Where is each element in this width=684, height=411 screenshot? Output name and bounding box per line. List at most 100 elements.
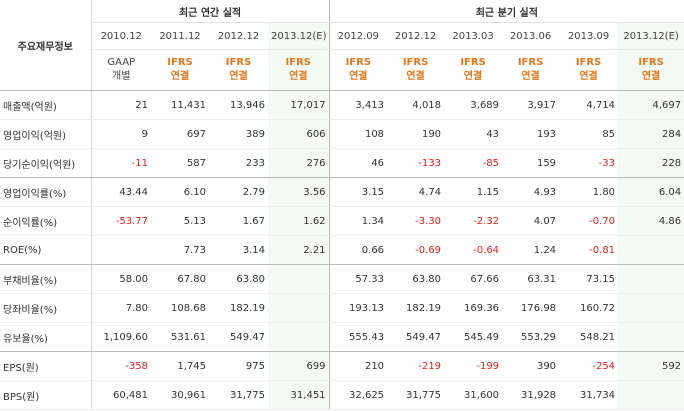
metric-value: 13,946 (209, 90, 268, 120)
metric-value: 31,734 (559, 380, 619, 410)
metric-value: 193 (502, 119, 560, 149)
metric-value: 1,109.60 (91, 322, 151, 352)
metric-value: -3.30 (387, 206, 445, 236)
period-header: 2012.12 (387, 22, 445, 50)
basis-scope-label: 연결 (229, 71, 248, 82)
metric-value: -0.69 (387, 235, 445, 265)
metric-value: 190 (387, 119, 445, 149)
basis-scope-label: 연결 (521, 71, 540, 82)
basis-standard-label: IFRS (575, 57, 602, 68)
metric-value: 31,775 (209, 380, 268, 410)
metric-value: 31,928 (502, 380, 560, 410)
basis-standard-label: IFRS (402, 57, 429, 68)
basis-scope-label: 연결 (349, 71, 368, 82)
period-header: 2013.09 (559, 22, 619, 50)
metric-value: 5.13 (151, 206, 209, 236)
metric-row: 부채비율(%) 58.00 67.80 63.80 57.33 63.80 67.66 63.… (0, 264, 684, 294)
metric-value: 0.66 (328, 235, 388, 265)
metric-value: 21 (91, 90, 151, 120)
metric-value: 176.98 (502, 293, 560, 323)
metric-value: -11 (91, 148, 151, 178)
metric-row: BPS(원) 60,481 30,961 31,775 31,451 32,625 31,7… (0, 380, 684, 410)
metric-value (91, 235, 151, 265)
basis-scope-label: 연결 (406, 71, 425, 82)
metric-value: 389 (209, 119, 268, 149)
metric-value: 182.19 (387, 293, 445, 323)
metric-value: 549.47 (387, 322, 445, 352)
metric-value: 108.68 (151, 293, 209, 323)
metric-value: 159 (502, 148, 560, 178)
basis-standard-label: IFRS (167, 57, 193, 68)
metric-row: EPS(원) -358 1,745 975 699 210 -219 -199 390 -254 5… (0, 351, 684, 381)
basis-standard-label: IFRS (460, 57, 486, 68)
metric-value: 233 (209, 148, 268, 178)
metric-label: 유보율(%) (0, 322, 92, 352)
metric-value: 390 (502, 351, 560, 381)
metric-value: 531.61 (151, 322, 209, 352)
period-header: 2013.12(E) (618, 22, 684, 50)
corner-label: 주요재무정보 (0, 0, 92, 91)
metric-value: 193.13 (328, 293, 388, 323)
annual-results-title: 최근 연간 실적 (91, 0, 330, 23)
metric-value: 4.07 (502, 206, 560, 236)
basis-header: IFRS 연결 (559, 49, 619, 91)
metric-value: 210 (328, 351, 388, 381)
metric-value: 699 (268, 351, 330, 381)
metric-row: 당좌비율(%) 7.80 108.68 182.19 193.13 182.19 169.3… (0, 293, 684, 323)
metric-value: 592 (618, 351, 684, 381)
metric-value: 228 (618, 148, 684, 178)
metric-row: 유보율(%) 1,109.60 531.61 549.47 555.43 549.47 54… (0, 322, 684, 352)
metric-value: 160.72 (559, 293, 619, 323)
metric-value (618, 293, 684, 323)
basis-header: IFRS 연결 (328, 49, 388, 91)
metric-value: -33 (559, 148, 619, 178)
metric-value: 30,961 (151, 380, 209, 410)
basis-scope-label: 연결 (579, 71, 598, 82)
basis-scope-label: 연결 (463, 71, 483, 82)
metric-value: 276 (268, 148, 330, 178)
basis-header: GAAP 개별 (91, 49, 151, 91)
metric-label: ROE(%) (0, 235, 92, 265)
metric-value: 58.00 (91, 264, 151, 294)
metric-value: 57.33 (328, 264, 388, 294)
metric-value: -2.32 (444, 206, 503, 236)
metric-value: 63.80 (387, 264, 445, 294)
metric-value: 1.67 (209, 206, 268, 236)
period-header: 2013.12(E) (268, 22, 330, 50)
metric-value: 182.19 (209, 293, 268, 323)
basis-header: IFRS 연결 (268, 49, 330, 91)
metric-value: 108 (328, 119, 388, 149)
metric-label: BPS(원) (0, 380, 92, 410)
metric-value: -219 (387, 351, 445, 381)
basis-scope-label: 연결 (641, 71, 661, 82)
metric-value: 9 (91, 119, 151, 149)
metric-label: 당기순이익(억원) (0, 148, 92, 178)
metric-value: 545.49 (444, 322, 503, 352)
period-header: 2011.12 (151, 22, 209, 50)
metric-label: 순이익률(%) (0, 206, 92, 236)
metric-value: 4.74 (387, 177, 445, 207)
basis-standard-label: IFRS (638, 57, 664, 68)
metric-value: -0.70 (559, 206, 619, 236)
metric-row: 영업이익률(%) 43.44 6.10 2.79 3.56 3.15 4.74 1.15 4.9… (0, 177, 684, 207)
metric-value: 606 (268, 119, 330, 149)
metric-value (268, 293, 330, 323)
metric-value: 63.80 (209, 264, 268, 294)
metric-value: 1.62 (268, 206, 330, 236)
metric-value: 17,017 (268, 90, 330, 120)
metric-value: 1.15 (444, 177, 503, 207)
metric-value: 697 (151, 119, 209, 149)
metric-value: 6.10 (151, 177, 209, 207)
period-header: 2012.12 (209, 22, 268, 50)
basis-standard-label: IFRS (345, 57, 372, 68)
metric-value: 3,689 (444, 90, 503, 120)
metric-value: 43 (444, 119, 503, 149)
metric-value: 553.29 (502, 322, 560, 352)
metric-value: 4,018 (387, 90, 445, 120)
metric-value: 32,625 (328, 380, 388, 410)
metric-value: 31,775 (387, 380, 445, 410)
metric-label: 당좌비율(%) (0, 293, 92, 323)
metric-value: -53.77 (91, 206, 151, 236)
metric-value: -133 (387, 148, 445, 178)
